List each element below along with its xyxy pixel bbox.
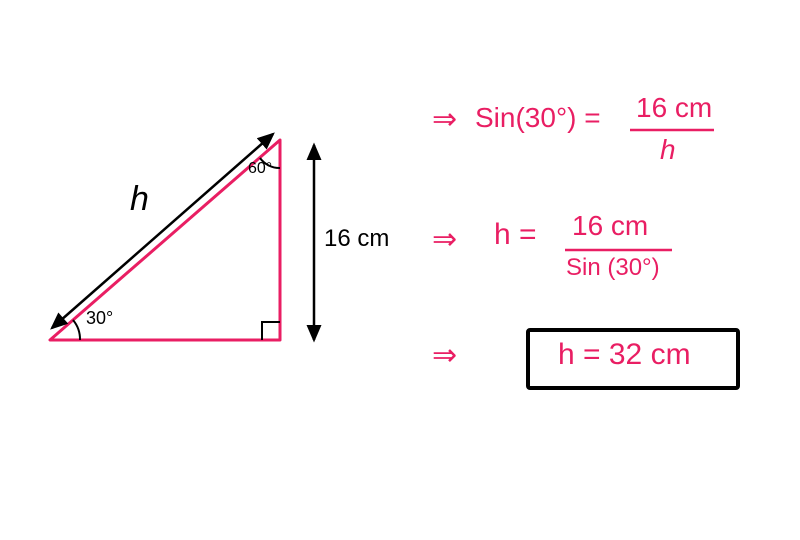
eq2-num: 16 cm <box>572 210 648 242</box>
triangle <box>50 140 280 340</box>
eq3-implies: ⇒ <box>432 338 457 373</box>
angle-60-label: 60° <box>248 160 272 178</box>
eq1-den: h <box>660 134 676 166</box>
eq1-num: 16 cm <box>636 92 712 124</box>
eq1-lhs: Sin(30°) = <box>475 102 601 134</box>
eq2-lhs: h = <box>494 218 537 252</box>
eq1-implies: ⇒ <box>432 102 457 137</box>
height-label: 16 cm <box>324 225 389 253</box>
right-angle-marker <box>262 322 280 340</box>
hypotenuse-label: h <box>130 180 149 219</box>
angle-arc-30 <box>73 320 80 340</box>
eq3-result: h = 32 cm <box>558 338 691 372</box>
eq2-implies: ⇒ <box>432 222 457 257</box>
diagram-canvas <box>0 0 800 540</box>
hypotenuse-arrow <box>52 134 273 328</box>
angle-30-label: 30° <box>86 308 113 329</box>
eq2-den: Sin (30°) <box>566 254 660 282</box>
